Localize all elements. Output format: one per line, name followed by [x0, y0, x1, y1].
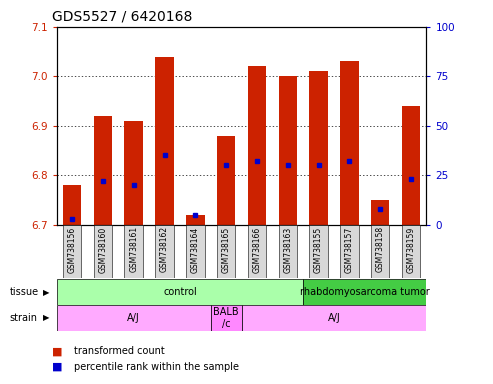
Bar [211, 305, 242, 331]
Text: GDS5527 / 6420168: GDS5527 / 6420168 [52, 9, 192, 23]
Bar [63, 225, 81, 278]
Text: percentile rank within the sample: percentile rank within the sample [74, 362, 239, 372]
Bar [94, 225, 112, 278]
Bar [340, 225, 358, 278]
Bar [186, 215, 205, 225]
Text: rhabdomyosarcoma tumor: rhabdomyosarcoma tumor [300, 287, 430, 297]
Text: transformed count: transformed count [74, 346, 165, 356]
Text: A/J: A/J [127, 313, 140, 323]
Bar [217, 225, 235, 278]
Bar [57, 305, 211, 331]
Bar [310, 225, 328, 278]
Text: GSM738155: GSM738155 [314, 226, 323, 273]
Bar [217, 136, 235, 225]
Text: control: control [163, 287, 197, 297]
Bar [242, 305, 426, 331]
Text: BALB
/c: BALB /c [213, 307, 239, 329]
Bar [340, 61, 358, 225]
Text: ▶: ▶ [43, 313, 49, 323]
Text: GSM738159: GSM738159 [407, 226, 416, 273]
Bar [303, 279, 426, 305]
Text: ▶: ▶ [43, 288, 49, 297]
Text: GSM738165: GSM738165 [222, 226, 231, 273]
Text: GSM738157: GSM738157 [345, 226, 354, 273]
Bar [402, 225, 420, 278]
Bar [155, 56, 174, 225]
Bar [247, 225, 266, 278]
Bar [371, 200, 389, 225]
Text: strain: strain [10, 313, 38, 323]
Bar [279, 76, 297, 225]
Bar [63, 185, 81, 225]
Text: GSM738161: GSM738161 [129, 226, 138, 272]
Text: GSM738162: GSM738162 [160, 226, 169, 272]
Bar [279, 225, 297, 278]
Bar [247, 66, 266, 225]
Bar [310, 71, 328, 225]
Bar [94, 116, 112, 225]
Text: GSM738163: GSM738163 [283, 226, 292, 273]
Bar [124, 121, 143, 225]
Text: GSM738158: GSM738158 [376, 226, 385, 272]
Text: ■: ■ [52, 362, 62, 372]
Text: GSM738156: GSM738156 [68, 226, 76, 273]
Bar [186, 225, 205, 278]
Bar [57, 279, 303, 305]
Text: GSM738166: GSM738166 [252, 226, 261, 273]
Text: A/J: A/J [328, 313, 340, 323]
Bar [124, 225, 143, 278]
Bar [371, 225, 389, 278]
Text: ■: ■ [52, 346, 62, 356]
Text: GSM738160: GSM738160 [99, 226, 107, 273]
Text: tissue: tissue [10, 287, 39, 297]
Bar [155, 225, 174, 278]
Bar [402, 106, 420, 225]
Text: GSM738164: GSM738164 [191, 226, 200, 273]
